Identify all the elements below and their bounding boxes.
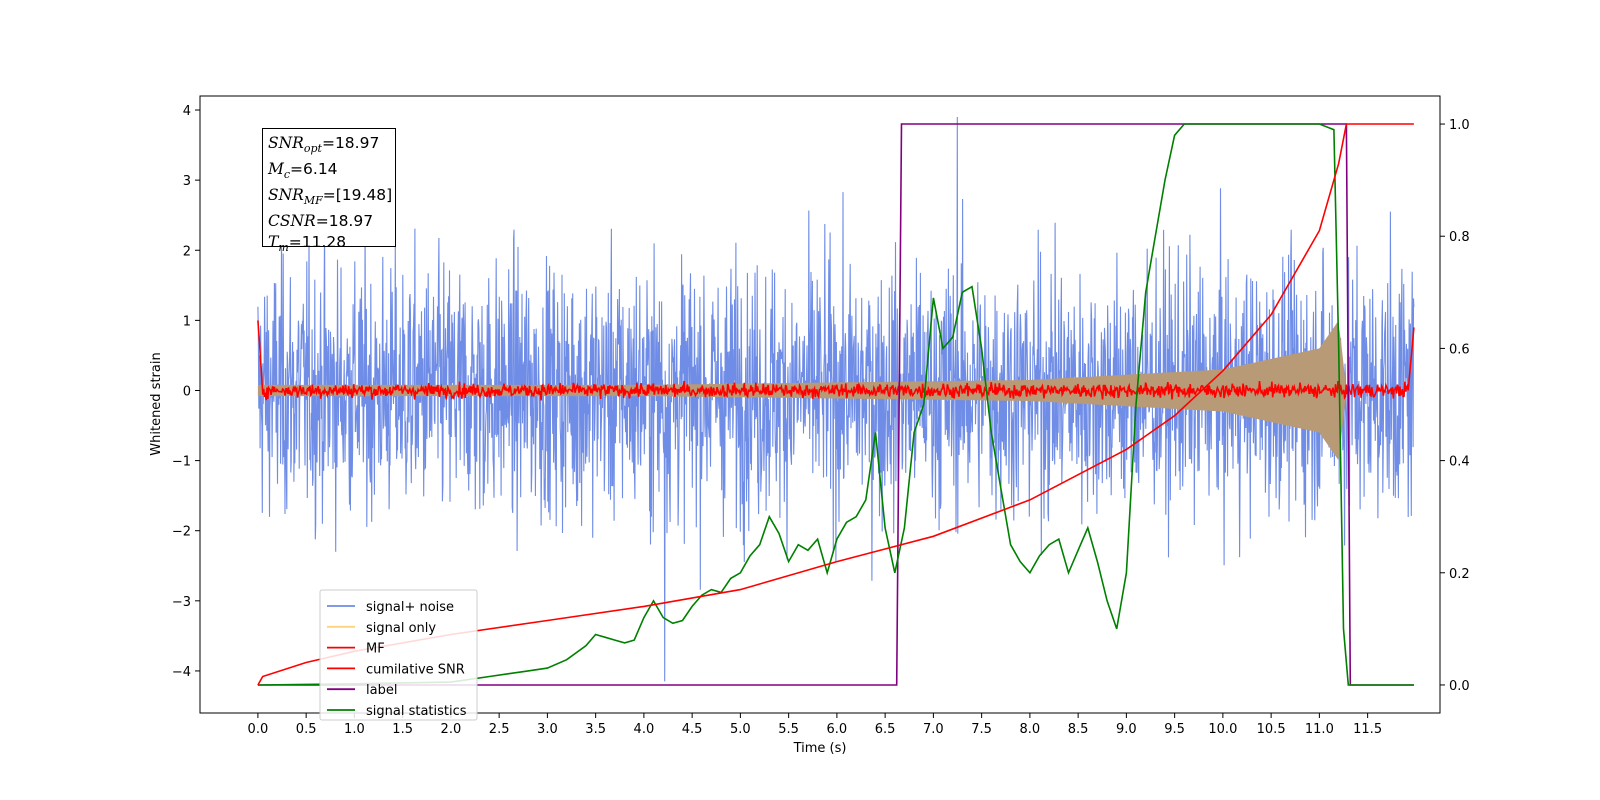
x-tick-label: 0.0 xyxy=(248,722,269,737)
y-tick-label-right: 0.8 xyxy=(1449,230,1470,245)
stats-annotation: SNRopt=18.97 Mc=6.14 SNRMF=[19.48] CSNR=… xyxy=(262,128,396,254)
x-axis: 0.0 0.5 1.0 1.5 2.0 2.5 3.0 3.5 4.0 4.5 5.0 5.5 6.0 6… xyxy=(248,713,1382,737)
legend-label: MF xyxy=(366,642,385,657)
y-tick-label-left: −2 xyxy=(172,525,191,540)
x-tick-label: 6.5 xyxy=(875,722,896,737)
x-tick-label: 4.5 xyxy=(682,722,703,737)
x-tick-label: 0.5 xyxy=(296,722,317,737)
x-tick-label: 11.5 xyxy=(1353,722,1382,737)
tm-name: T xyxy=(268,233,279,252)
x-tick-label: 9.0 xyxy=(1116,722,1137,737)
snr-mf-value: =[19.48] xyxy=(322,186,393,205)
x-tick-label: 2.5 xyxy=(489,722,510,737)
x-tick-label: 3.5 xyxy=(585,722,606,737)
y-tick-label-left: −1 xyxy=(172,455,191,470)
tm-value: =11.28 xyxy=(288,233,347,252)
legend-items: signal+ noise signal only MF cumilative SNR… xyxy=(327,600,467,719)
y-tick-label-left: −4 xyxy=(172,665,191,680)
x-tick-label: 8.5 xyxy=(1068,722,1089,737)
snr-opt-row: SNRopt=18.97 xyxy=(268,133,395,159)
x-tick-label: 4.0 xyxy=(634,722,655,737)
csnr-value: =18.97 xyxy=(315,212,374,231)
y-tick-label-right: 1.0 xyxy=(1449,118,1470,133)
x-tick-label: 1.0 xyxy=(344,722,365,737)
series-signal-statistics xyxy=(257,123,1414,686)
x-tick-label: 5.5 xyxy=(778,722,799,737)
legend-frame xyxy=(319,589,478,721)
y-tick-label-right: 0.2 xyxy=(1449,567,1470,582)
y-tick-label-left: 3 xyxy=(183,174,191,189)
x-tick-label: 3.0 xyxy=(537,722,558,737)
mc-row: Mc=6.14 xyxy=(268,159,395,185)
csnr-row: CSNR=18.97 xyxy=(268,211,395,232)
x-tick-label: 2.0 xyxy=(441,722,462,737)
legend-label: signal statistics xyxy=(366,704,467,719)
tm-row: Tm=11.28 xyxy=(268,232,395,258)
x-tick-label: 11.0 xyxy=(1305,722,1334,737)
x-tick-label: 7.5 xyxy=(971,722,992,737)
legend-label: signal only xyxy=(366,621,436,636)
snr-opt-name: SNR xyxy=(268,134,304,152)
y-tick-label-left: 4 xyxy=(183,104,191,119)
legend-label: cumilative SNR xyxy=(366,662,465,677)
x-tick-label: 1.5 xyxy=(392,722,413,737)
y-axis-left: 4 3 2 1 0 −1 −2 −3 −4 xyxy=(172,104,200,680)
y-axis-right: 1.0 0.8 0.6 0.4 0.2 0.0 xyxy=(1440,118,1470,694)
y-tick-label-right: 0.4 xyxy=(1449,455,1470,470)
mc-value: =6.14 xyxy=(290,160,338,179)
snr-mf-name: SNR xyxy=(268,186,304,205)
snr-opt-sub: opt xyxy=(303,142,322,156)
tm-sub: m xyxy=(278,241,289,255)
mc-sub: c xyxy=(283,168,291,182)
x-tick-label: 10.0 xyxy=(1208,722,1237,737)
series-mf xyxy=(257,320,1415,401)
x-tick-label: 5.0 xyxy=(730,722,751,737)
legend-label: label xyxy=(366,683,397,698)
snr-opt-value: =18.97 xyxy=(321,134,380,152)
y-axis-label: Whitened strain xyxy=(149,352,164,455)
axes-frame xyxy=(199,95,1441,714)
x-tick-label: 9.5 xyxy=(1164,722,1185,737)
x-tick-label: 8.0 xyxy=(1020,722,1041,737)
y-tick-label-right: 0.0 xyxy=(1449,679,1470,694)
x-tick-label: 6.0 xyxy=(827,722,848,737)
legend-label: signal+ noise xyxy=(366,600,454,615)
x-axis-label: Time (s) xyxy=(793,741,847,756)
legend: signal+ noise signal only MF cumilative SNR… xyxy=(319,589,478,721)
y-tick-label-left: 2 xyxy=(183,244,191,259)
snr-mf-row: SNRMF=[19.48] xyxy=(268,185,395,211)
y-tick-label-right: 0.6 xyxy=(1449,342,1470,357)
y-tick-label-left: 0 xyxy=(183,384,191,399)
x-tick-label: 10.5 xyxy=(1257,722,1286,737)
x-tick-label: 7.0 xyxy=(923,722,944,737)
snr-mf-sub: MF xyxy=(303,194,323,208)
y-tick-label-left: 1 xyxy=(183,314,191,329)
csnr-name: CSNR xyxy=(268,212,316,231)
y-tick-label-left: −3 xyxy=(172,595,191,610)
mc-name: M xyxy=(268,160,284,179)
